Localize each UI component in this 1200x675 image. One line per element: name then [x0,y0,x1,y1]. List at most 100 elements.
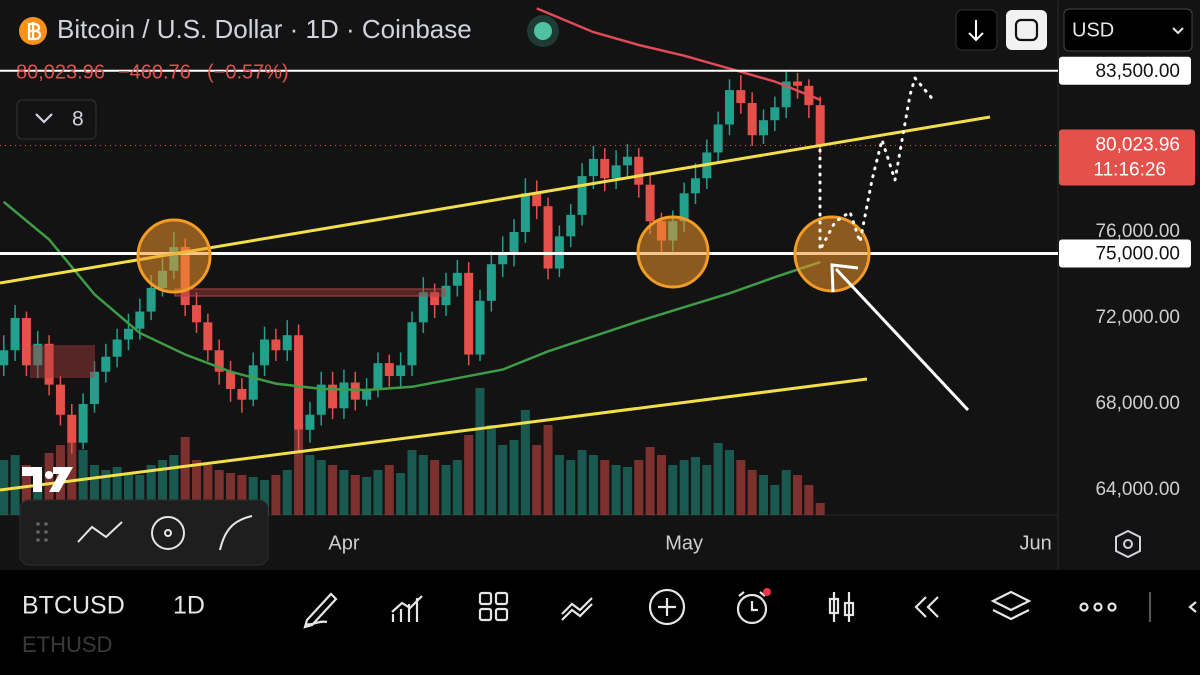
candle-body [316,384,326,415]
volume-bar [679,460,689,515]
fullscreen-button[interactable] [1006,10,1047,50]
volume-bar [509,440,519,515]
candle-body [566,214,576,237]
layout-icon[interactable] [478,591,493,606]
alert-icon[interactable] [736,593,768,625]
candle-body [770,107,780,121]
candle-body [112,339,122,357]
volume-bar [260,480,270,515]
volume-bar [271,475,281,515]
ghost-symbol: ETHUSD [22,632,112,657]
volume-bar [543,425,553,515]
level-label: 83,500.00 [1095,61,1180,82]
volume-bar [157,460,167,515]
level-label: 75,000.00 [1095,244,1180,265]
volume-bar [418,455,428,515]
candle-body [396,365,406,377]
candle-body [101,356,111,372]
volume-bar [146,465,156,515]
volume-bar [169,455,179,515]
volume-bar [566,460,576,515]
indicators-icon[interactable] [391,595,423,622]
candle-body [78,403,88,443]
volume-bar [781,470,791,515]
volume-bar [226,473,236,515]
candle-body [373,363,383,389]
volume-bar [475,388,485,515]
volume-bar [248,477,258,515]
volume-bar [815,503,825,515]
volume-bar [793,475,803,515]
candle-body [418,292,428,323]
alert-badge [763,588,771,596]
volume-bar [804,485,814,515]
candle-body [0,350,9,366]
volume-bar [532,445,542,515]
candle-body [339,382,349,409]
curve-tool[interactable] [219,515,253,551]
circle-tool[interactable] [151,516,185,550]
volume-bar [135,475,145,515]
indicator-toggle[interactable] [16,99,97,140]
volume-bar [33,470,43,515]
x-tick-label: May [665,532,703,554]
layers-icon[interactable] [990,590,1032,621]
candle-icon[interactable] [832,592,851,622]
candle-body [543,206,553,269]
candle-body [793,81,803,86]
more-icon[interactable] [1079,602,1089,612]
volume-bar [588,455,598,515]
y-tick-label: 68,000.00 [1095,393,1180,414]
candle-body [362,388,372,400]
volume-bar [214,470,224,515]
volume-bar [123,473,133,515]
candle-body [248,365,258,400]
volume-bar [520,410,530,515]
x-tick-label: Apr [328,532,359,554]
candle-body [577,176,587,215]
candle-body [634,156,644,185]
compare-icon[interactable] [561,597,593,621]
drawing-toolbar [19,499,269,566]
candle-body [214,350,224,372]
volume-bar [759,475,769,515]
volume-bar [328,465,338,515]
candle-body [67,414,77,443]
candle-body [464,272,474,355]
candle-body [452,272,462,286]
change-percent: (−0.57%) [207,61,289,83]
currency-select[interactable] [1063,8,1193,52]
trend-tool[interactable] [77,521,123,543]
volume-bar [622,467,632,515]
volume-bar [316,460,326,515]
moving-average [536,7,821,101]
candle-body [44,343,54,385]
replay-icon[interactable] [914,596,939,618]
logo [22,467,73,492]
candle-body [146,287,156,312]
volume-bar [305,455,315,515]
arrow-head [830,263,859,293]
volume-bar [713,443,723,515]
indicator-count: 8 [72,108,84,131]
symbol-button[interactable]: BTCUSD [22,592,125,620]
add-icon[interactable] [648,588,686,626]
candle-body [407,322,417,366]
interval-button[interactable]: 1D [173,592,205,620]
volume-bar [180,437,190,515]
volume-bar [600,460,610,515]
highlight-circle [636,215,710,289]
volume-bar [101,470,111,515]
volume-bar [373,470,383,515]
candle-body [384,363,394,377]
volume-bar [350,475,360,515]
candle-body [475,300,485,355]
moving-average [2,200,821,392]
settings-icon[interactable] [1115,529,1141,559]
candle-body [271,339,281,351]
pen-icon[interactable] [303,592,338,629]
y-tick-label: 76,000.00 [1095,221,1180,242]
drawings [0,74,991,492]
trendline [0,377,868,492]
toolbar-icons [303,588,1197,629]
